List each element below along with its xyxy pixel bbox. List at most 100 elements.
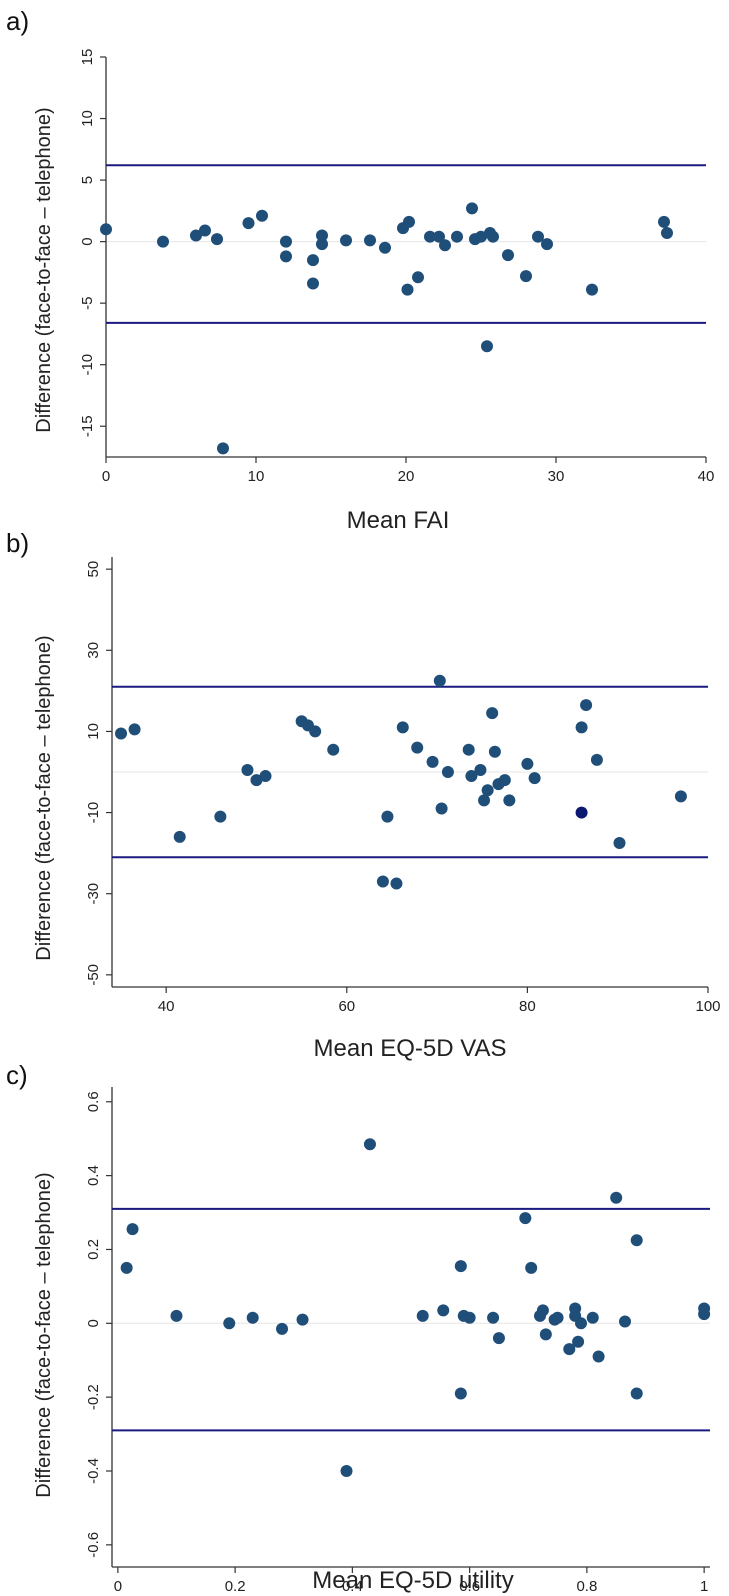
panel-a-ytick-label: 10	[79, 110, 96, 127]
panel-b-data-point	[486, 707, 499, 720]
panel-b-data-point	[173, 830, 186, 843]
panel-a-xtick-label: 40	[698, 468, 715, 485]
panel-b-ytick-label: 50	[85, 561, 102, 578]
panel-a-ytick-label: 5	[79, 176, 96, 184]
panel-a-xtick-label: 10	[248, 468, 265, 485]
panel-c-data-point	[416, 1309, 429, 1322]
panel-b-data-point	[435, 802, 448, 815]
panel-b-ytick-label: -50	[85, 964, 102, 986]
panel-c-xlabel: Mean EQ-5D utility	[312, 1567, 513, 1594]
panel-c-data-point	[454, 1387, 467, 1400]
panel-a-data-point	[199, 224, 211, 237]
panel-a-ylabel: Difference (face-to-face – telephone)	[33, 107, 55, 432]
panel-a-xtick-label: 20	[398, 468, 415, 485]
panel-b-data-point	[481, 784, 494, 797]
panel-a-data-point	[658, 215, 670, 228]
panel-a-data-point	[364, 234, 376, 247]
panel-a-data-point	[307, 254, 319, 267]
panel-b-xlabel: Mean EQ-5D VAS	[314, 1035, 507, 1062]
panel-b-data-point	[474, 763, 487, 776]
panel-a-data-point	[475, 230, 487, 243]
panel-a-data-point	[157, 235, 169, 248]
panel-b-data-point	[465, 770, 478, 783]
panel-c-xtick-label: 0	[114, 1578, 122, 1595]
panel-c-data-point	[575, 1317, 588, 1330]
panel-a-ytick-label: 0	[79, 237, 96, 245]
panel-a-ytick-label: -10	[79, 354, 96, 376]
panel-c-data-point	[120, 1261, 133, 1274]
panel-a-data-point	[439, 239, 451, 252]
panel-c-data-point	[563, 1343, 576, 1356]
panel-b-data-point	[259, 770, 272, 783]
panel-b-data-point	[411, 741, 424, 754]
panel-c-ytick-label: -0.4	[85, 1458, 102, 1484]
panel-b-data-point	[381, 810, 394, 823]
panel-c-data-point	[536, 1304, 549, 1317]
panel-b-data-point	[309, 725, 322, 738]
panel-a-ytick-label: -15	[79, 415, 96, 437]
panel-a-xtick-label: 30	[548, 468, 565, 485]
panel-a-data-point	[211, 233, 223, 246]
panel-b-xtick-label: 60	[338, 998, 355, 1015]
panel-c-data-point	[463, 1311, 476, 1324]
panel-a-data-point	[466, 202, 478, 215]
panel-b-data-point	[478, 794, 491, 807]
panel-c-ytick-label: -0.2	[85, 1384, 102, 1410]
panel-c-data-point	[525, 1261, 538, 1274]
panel-b-data-point	[674, 790, 687, 803]
panel-b-data-point	[250, 774, 263, 787]
panel-a-data-point	[379, 241, 391, 254]
panel-c-plot: 0.6 0.4 0.2 0 -0.2 -0.4 -0.6 0 0.2 0.4 0.6 0.8 1	[85, 1087, 711, 1595]
panel-b-data-point	[590, 753, 603, 766]
panel-c-data-point	[363, 1138, 376, 1151]
panel-b-data-point	[115, 727, 128, 740]
panel-b-xtick-label: 80	[519, 998, 536, 1015]
panel-a-label: a)	[6, 6, 29, 36]
panel-c-data-point	[592, 1350, 605, 1363]
panel-a-data-point	[487, 230, 499, 243]
panel-b-ytick-label: 10	[85, 723, 102, 740]
panel-a-plot: 15 10 5 0 -5 -10 -15 0 10 20 30 40	[79, 49, 714, 485]
panel-a-data-point	[424, 230, 436, 243]
panel-a-data-point	[316, 238, 328, 251]
panel-a-data-point	[661, 227, 673, 239]
panel-c: c) Difference (face-to-face – telephone)…	[6, 1060, 711, 1595]
panel-a-data-point	[451, 230, 463, 243]
panel-b-data-point	[503, 794, 516, 807]
panel-a-data-point	[316, 229, 328, 242]
panel-c-data-point	[454, 1260, 467, 1273]
panel-a-data-point	[433, 230, 445, 243]
panel-a-xlabel: Mean FAI	[347, 507, 450, 534]
panel-c-ytick-label: 0.4	[85, 1165, 102, 1186]
panel-a-data-point	[307, 277, 319, 290]
panel-c-ylabel: Difference (face-to-face – telephone)	[33, 1172, 55, 1497]
panel-c-data-point	[296, 1313, 309, 1326]
panel-c-data-point	[630, 1234, 643, 1247]
panel-c-data-point	[276, 1322, 289, 1335]
panel-c-ytick-label: 0	[85, 1319, 102, 1327]
panel-c-xtick-label: 1	[700, 1578, 708, 1595]
panel-a-data-point	[502, 249, 514, 262]
panel-c-xtick-label: 0.8	[576, 1578, 597, 1595]
panel-c-ytick-label: -0.6	[85, 1532, 102, 1558]
panel-b-data-point	[528, 772, 541, 785]
panel-c-data-point	[630, 1387, 643, 1400]
panel-a-data-point	[256, 209, 268, 222]
panel-b-ylabel: Difference (face-to-face – telephone)	[33, 635, 55, 960]
panel-b-data-point	[613, 836, 626, 849]
panel-b-data-point	[462, 743, 475, 756]
panel-a-data-point	[403, 215, 415, 228]
panel-b-data-point	[128, 723, 141, 736]
panel-a-data-point	[541, 238, 553, 251]
panel-b-data-point	[433, 674, 446, 687]
panel-a-ytick-label: 15	[79, 49, 96, 66]
panel-a-data-point	[412, 271, 424, 284]
panel-c-data-point	[170, 1309, 183, 1322]
panel-a-ytick-label: -5	[79, 296, 96, 309]
panel-c-data-point	[437, 1304, 450, 1317]
panel-c-data-point	[572, 1335, 585, 1348]
panel-b-data-point	[241, 763, 254, 776]
panel-c-data-point	[223, 1317, 236, 1330]
panel-c-xtick-label: 0.2	[225, 1578, 246, 1595]
